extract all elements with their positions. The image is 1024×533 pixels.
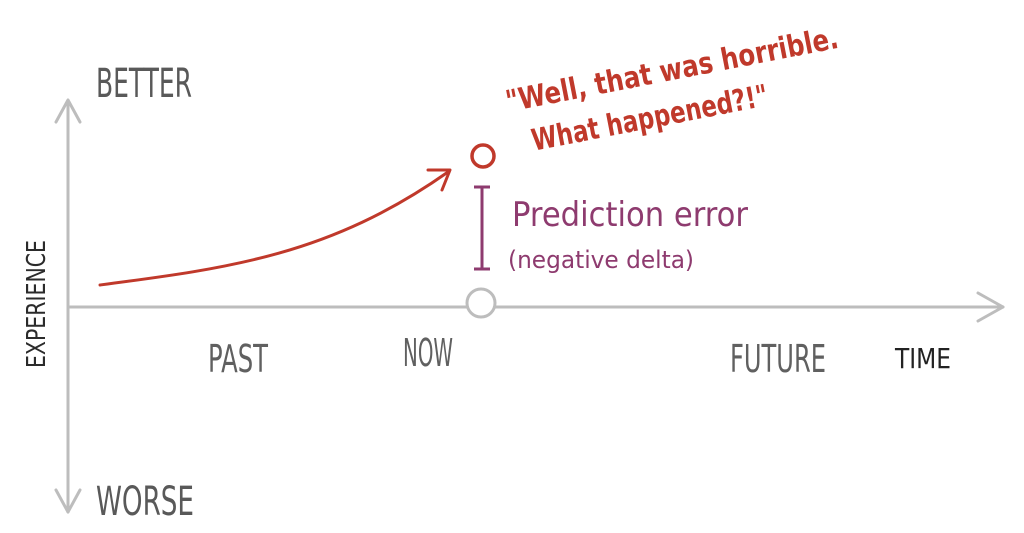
experience-axis-title: EXPERIENCE [22, 240, 52, 368]
worse-label: WORSE [96, 479, 194, 525]
x-axis-right-arrow-icon [976, 291, 1005, 323]
time-axis-title: TIME [894, 342, 951, 375]
y-axis-down-arrow-icon [54, 488, 82, 514]
predicted-experience-curve [98, 170, 450, 287]
past-label: PAST [208, 337, 269, 381]
future-label: FUTURE [730, 337, 826, 381]
now-marker-circle [465, 287, 497, 319]
now-label: NOW [403, 331, 453, 375]
prediction-error-label: Prediction error [512, 195, 748, 235]
negative-delta-label: (negative delta) [508, 246, 694, 274]
y-axis-up-arrow-icon [54, 98, 82, 124]
quote-annotation: "Well, that was horrible. What happened?… [503, 21, 841, 159]
curve-arrowhead-icon [426, 168, 452, 192]
actual-experience-marker [470, 143, 496, 169]
better-label: BETTER [96, 61, 192, 107]
